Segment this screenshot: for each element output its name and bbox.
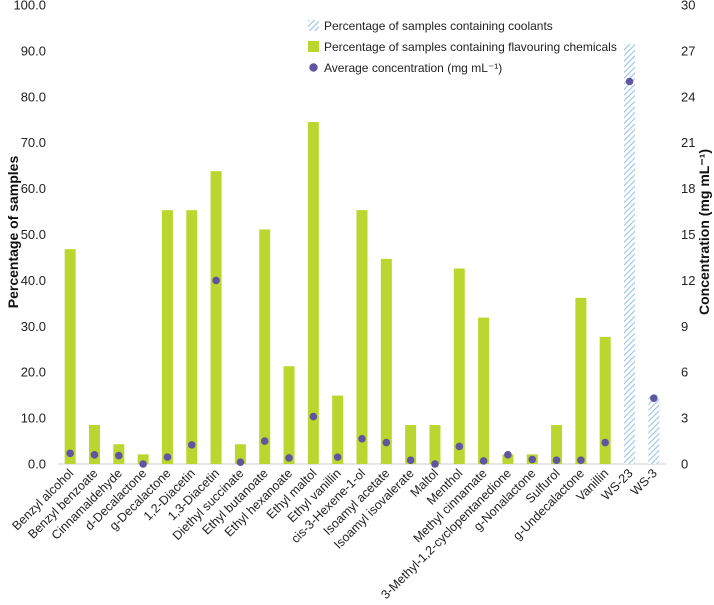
- flavouring-bar-6: [210, 171, 222, 464]
- concentration-point-3: [139, 460, 147, 468]
- y-right-tick-label: 21: [681, 135, 695, 150]
- y-right-tick-label: 27: [681, 43, 695, 58]
- y-axis-title: Percentage of samples: [5, 156, 21, 309]
- flavouring-bar-17: [478, 317, 490, 464]
- flavouring-bar-4: [161, 210, 173, 464]
- coolant-bar-23: [624, 44, 636, 464]
- y-tick-label: 100.0: [13, 0, 46, 13]
- y-tick-label: 80.0: [21, 89, 46, 104]
- y-tick-label: 10.0: [21, 411, 46, 426]
- concentration-point-15: [431, 460, 439, 468]
- concentration-point-2: [115, 451, 123, 460]
- coolant-bar-24: [648, 395, 660, 464]
- y-tick-label: 0.0: [28, 457, 46, 472]
- legend-label-coolants: Percentage of samples containing coolant…: [324, 19, 553, 33]
- y-right-tick-label: 3: [681, 411, 688, 426]
- x-tick-label: WS-3: [628, 466, 660, 498]
- flavouring-bar-12: [356, 210, 368, 464]
- legend-marker-concentration: [309, 63, 318, 72]
- y-right-tick-label: 0: [681, 457, 688, 472]
- legend-label-flavouring: Percentage of samples containing flavour…: [324, 40, 617, 54]
- flavouring-bar-8: [259, 229, 271, 464]
- flavouring-bar-1: [88, 424, 100, 464]
- concentration-point-16: [455, 442, 464, 451]
- y-tick-label: 30.0: [21, 319, 46, 334]
- concentration-point-4: [163, 453, 172, 461]
- flavouring-bar-14: [405, 424, 417, 464]
- concentration-point-18: [504, 451, 512, 459]
- concentration-point-21: [577, 456, 585, 464]
- left-axis-ticks: 0.0 10.0 20.0 30.0 40.0 50.0 60.0 70.0 80.0 90.0 1…: [13, 0, 46, 472]
- concentration-point-5: [187, 441, 196, 449]
- flavouring-bar-13: [380, 258, 392, 464]
- concentration-point-20: [552, 456, 561, 464]
- legend-swatch-coolants: [308, 20, 319, 31]
- y-tick-label: 40.0: [21, 273, 46, 288]
- flavouring-bar-7: [234, 444, 246, 464]
- concentration-point-23: [625, 77, 634, 86]
- flavouring-bar-21: [575, 297, 587, 464]
- y-tick-label: 70.0: [21, 135, 46, 150]
- concentration-point-22: [601, 438, 609, 447]
- flavouring-bar-15: [429, 424, 441, 464]
- right-axis-ticks: 0 3 6 9 12 15 18 21 24 27 30: [681, 0, 695, 472]
- flavouring-bar-9: [283, 366, 295, 464]
- y-right-tick-label: 9: [681, 319, 688, 334]
- y-right-tick-label: 12: [681, 273, 695, 288]
- concentration-point-17: [479, 457, 488, 465]
- concentration-point-24: [650, 394, 658, 403]
- y-right-tick-label: 15: [681, 227, 695, 242]
- y-axis-right-title: Concentration (mg mL⁻¹): [696, 149, 712, 315]
- y-tick-label: 60.0: [21, 181, 46, 196]
- bars: [64, 44, 660, 465]
- y-right-tick-label: 6: [681, 365, 688, 380]
- concentration-point-8: [260, 437, 269, 445]
- concentration-point-1: [90, 451, 99, 459]
- concentration-point-9: [285, 454, 293, 462]
- flavouring-bar-0: [64, 249, 76, 464]
- points: [66, 77, 658, 468]
- concentration-point-7: [236, 458, 245, 466]
- concentration-point-14: [406, 456, 415, 464]
- concentration-point-19: [528, 455, 537, 464]
- flavouring-bar-10: [307, 122, 319, 465]
- y-tick-label: 50.0: [21, 227, 46, 242]
- flavouring-bar-16: [453, 268, 465, 464]
- concentration-point-12: [358, 434, 366, 443]
- flavouring-bar-11: [332, 395, 344, 464]
- concentration-point-13: [382, 438, 391, 447]
- y-right-tick-label: 18: [681, 181, 695, 196]
- concentration-point-10: [309, 412, 318, 421]
- legend: Percentage of samples containing coolant…: [308, 19, 617, 75]
- legend-label-concentration: Average concentration (mg mL⁻¹): [324, 61, 502, 75]
- flavouring-bar-18: [502, 454, 514, 464]
- flavouring-bar-5: [186, 210, 198, 464]
- y-right-tick-label: 24: [681, 89, 695, 104]
- concentration-point-6: [212, 276, 220, 285]
- flavouring-bar-20: [551, 424, 563, 464]
- flavouring-bar-22: [599, 336, 611, 464]
- legend-swatch-flavouring: [308, 41, 319, 52]
- concentration-point-0: [66, 449, 74, 458]
- y-tick-label: 90.0: [21, 43, 46, 58]
- flavouring-bar-3: [137, 454, 149, 464]
- y-tick-label: 20.0: [21, 365, 46, 380]
- concentration-point-11: [333, 453, 342, 461]
- y-right-tick-label: 30: [681, 0, 695, 13]
